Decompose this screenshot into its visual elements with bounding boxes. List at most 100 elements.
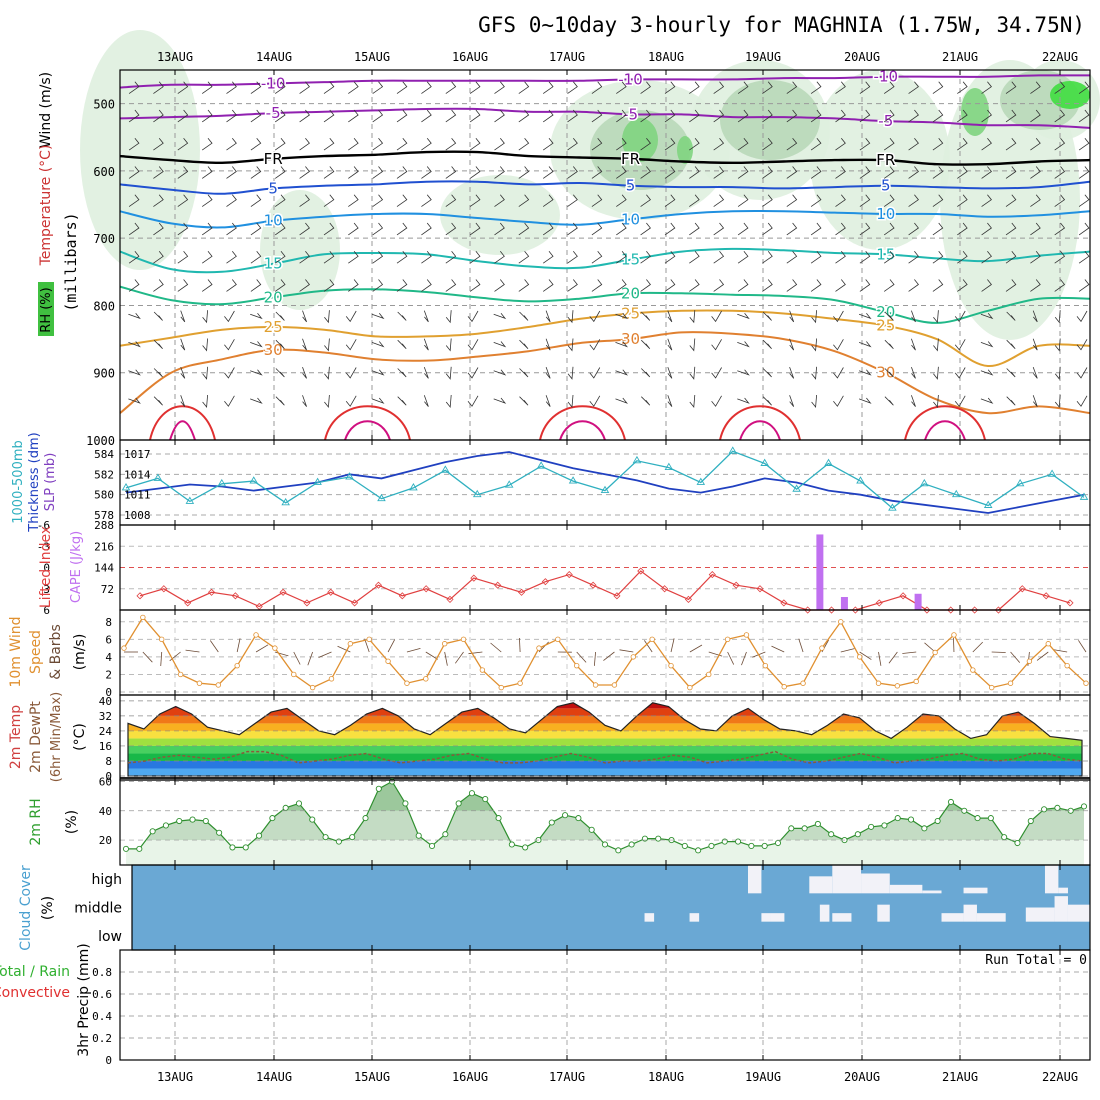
- wind-barb: [494, 222, 505, 236]
- data-point-wind: [215, 682, 222, 688]
- wind-barb: [324, 394, 330, 409]
- wind-barb: [786, 137, 798, 151]
- wind-barb: [1054, 137, 1066, 151]
- wind-barb: [1078, 166, 1090, 179]
- wind-barb: [1005, 222, 1017, 236]
- isotherm-line: [119, 247, 1091, 274]
- wind-barb: [1054, 279, 1066, 292]
- wind-barb: [737, 81, 749, 94]
- wind-barb: [981, 109, 992, 123]
- wind-barb: [616, 251, 627, 264]
- data-point-lifted-index: [398, 592, 406, 600]
- wind-barb: [737, 166, 749, 179]
- wind-barb: [689, 279, 700, 292]
- date-label-top: 18AUG: [648, 50, 684, 64]
- data-point-slp: [888, 503, 897, 511]
- data-point-lifted-index: [899, 592, 907, 600]
- data-point-slp: [824, 458, 833, 466]
- wind-barb: [591, 194, 603, 207]
- wind-barb: [689, 366, 696, 380]
- data-point-wind: [875, 680, 882, 686]
- temp-band: [128, 745, 1082, 754]
- wind-barb: [991, 651, 1006, 653]
- wind-barb: [713, 279, 725, 292]
- data-point-slp: [1079, 492, 1089, 500]
- wind-barb: [324, 338, 330, 352]
- wind-barb: [1078, 194, 1090, 207]
- wind-barb: [644, 640, 653, 653]
- wind-barb: [713, 81, 725, 94]
- wind-barb: [397, 339, 407, 349]
- wind-barb: [445, 366, 452, 380]
- wind-barb: [128, 194, 140, 207]
- wind-barb: [689, 81, 700, 94]
- temp-band: [128, 702, 1082, 709]
- wind-barb: [833, 339, 844, 351]
- wind-barb: [201, 81, 213, 94]
- data-point-rh: [828, 831, 835, 838]
- cloud-block: [963, 887, 988, 894]
- isotherm-label: -10: [618, 70, 643, 88]
- data-point-wind: [630, 654, 636, 660]
- wind-barb: [302, 395, 307, 407]
- wind-barb: [493, 313, 507, 320]
- wind-barb: [226, 81, 237, 94]
- wind-barb: [711, 367, 722, 379]
- wind-barb: [1005, 279, 1017, 292]
- data-point-lifted-index: [684, 595, 693, 603]
- axis-label-slp: SLP (mb): [43, 453, 58, 512]
- cloud-block: [976, 913, 1006, 922]
- data-point-wind: [951, 632, 957, 638]
- isotherm-line: [559, 420, 606, 441]
- isotherm-line: [539, 405, 626, 441]
- series-line-temperature: [127, 702, 1083, 777]
- isotherm-label: 25: [621, 305, 640, 323]
- wind-barb: [323, 251, 335, 264]
- wind-barb: [250, 222, 262, 236]
- wind-barb: [667, 338, 673, 351]
- data-point-slp: [504, 480, 514, 488]
- y-tick-label: 24: [99, 725, 113, 738]
- wind-barb: [396, 222, 408, 236]
- cloud-block: [644, 913, 655, 922]
- wind-barb: [835, 279, 846, 292]
- wind-barb: [371, 313, 385, 320]
- y-tick-label: 60: [99, 775, 112, 788]
- data-point-wind: [404, 680, 410, 686]
- wind-barb: [324, 310, 330, 324]
- wind-barb: [711, 395, 722, 407]
- data-point-rh: [748, 842, 755, 849]
- wind-barb: [226, 109, 237, 123]
- data-point-rh: [655, 835, 662, 842]
- y-tick-label: -6: [37, 519, 50, 532]
- wind-barb: [323, 109, 335, 123]
- wind-barb: [810, 194, 822, 207]
- wind-barb: [201, 222, 213, 236]
- date-label-bottom: 20AUG: [844, 1070, 880, 1084]
- wind-barb: [664, 194, 676, 207]
- wind-barb: [932, 194, 944, 207]
- isotherm-line: [324, 405, 411, 441]
- axis-label-barbs: & Barbs: [48, 624, 64, 680]
- wind-barb: [274, 166, 286, 179]
- date-label-bottom: 15AUG: [354, 1070, 390, 1084]
- wind-barb: [878, 651, 882, 666]
- wind-barb: [859, 194, 871, 207]
- date-label-bottom: 22AUG: [1042, 1070, 1078, 1084]
- wind-barb: [1030, 279, 1041, 292]
- wind-barb: [798, 638, 804, 653]
- data-point-lifted-index: [541, 578, 549, 586]
- data-point-rh: [1080, 803, 1088, 810]
- wind-barb: [201, 279, 213, 292]
- wind-barb: [185, 649, 200, 653]
- data-point-rh: [575, 815, 582, 822]
- wind-barb: [615, 341, 629, 348]
- wind-barb: [299, 109, 310, 123]
- isotherm-label: FR: [264, 150, 283, 168]
- wind-barb: [324, 366, 330, 380]
- panel-frame: [119, 609, 1091, 696]
- cloud-block: [761, 913, 771, 922]
- data-point-rh: [428, 842, 436, 849]
- data-point-slp: [1015, 478, 1025, 487]
